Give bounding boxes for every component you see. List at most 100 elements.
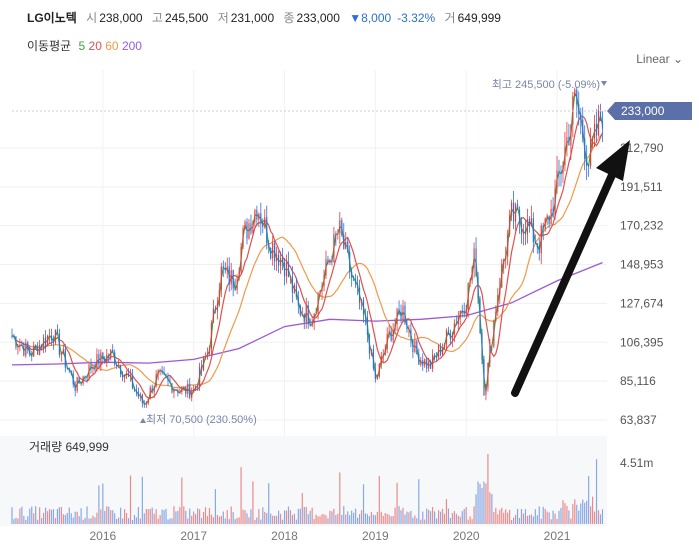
candle [516, 204, 519, 210]
volume-bar [197, 508, 199, 524]
candle [283, 262, 286, 277]
candle [159, 370, 161, 372]
ma-200[interactable]: 200 [121, 39, 142, 53]
volume-bar [404, 514, 406, 524]
candle [153, 386, 155, 393]
candle [246, 221, 248, 239]
volume-bar [424, 519, 426, 524]
volume-bar [487, 453, 489, 524]
volume-bar [68, 507, 70, 524]
candle [145, 402, 147, 405]
candle [46, 335, 49, 346]
candle [181, 387, 183, 392]
candle [112, 349, 114, 353]
candle [439, 345, 442, 355]
scale-toggle[interactable]: Linear ⌄ [636, 52, 683, 66]
ma-20[interactable]: 20 [88, 39, 102, 53]
candle [200, 366, 203, 371]
volume-bar [254, 519, 256, 524]
volume-bar [309, 510, 311, 524]
volume-bar [23, 515, 25, 524]
candle [116, 364, 118, 366]
volume-bar [41, 517, 43, 524]
volume-bar [189, 508, 191, 524]
current-price-badge [607, 102, 692, 121]
candle [31, 355, 33, 357]
candle [244, 221, 246, 229]
candle [62, 349, 64, 354]
volume-bar [520, 508, 523, 524]
candle [424, 359, 426, 366]
volume-bar [364, 513, 367, 524]
candle [479, 298, 481, 333]
volume-bar [127, 518, 130, 524]
volume-bar [601, 509, 604, 524]
candle [321, 286, 323, 292]
change-pct: -3.32% [397, 11, 436, 25]
candle [329, 259, 331, 264]
volume-bar [566, 505, 568, 524]
candle [204, 357, 207, 359]
candle [518, 209, 521, 223]
candle [228, 266, 230, 285]
candle [252, 221, 254, 233]
volume-bar [576, 504, 578, 524]
candle [574, 89, 576, 97]
volume-bar [287, 506, 290, 524]
candle [544, 218, 546, 230]
volume-bar [92, 515, 94, 524]
candle [287, 262, 290, 278]
candle [564, 147, 566, 165]
y-tick-label: 85,116 [620, 374, 656, 388]
candle [21, 344, 23, 346]
candle [536, 243, 538, 248]
volume-bar [299, 508, 301, 524]
volume-bar [355, 508, 357, 524]
candle [129, 375, 132, 377]
candle [74, 384, 76, 391]
candle [441, 348, 444, 355]
volume-bar [242, 509, 244, 524]
candle [410, 328, 412, 340]
candle [576, 89, 578, 105]
candle [591, 138, 594, 140]
candle [80, 383, 82, 385]
volume-bar [35, 506, 37, 524]
volume-bar [526, 515, 529, 524]
volume-bar [118, 517, 120, 524]
ma-60[interactable]: 60 [105, 39, 119, 53]
volume-bar [226, 509, 228, 524]
volume-bar [220, 515, 222, 524]
candle [414, 340, 416, 352]
candle [23, 345, 25, 356]
candle [242, 228, 244, 248]
volume-bar [560, 508, 562, 524]
volume-bar [46, 511, 49, 524]
volume-bar [21, 506, 23, 524]
candle [58, 333, 60, 355]
candle [161, 370, 163, 373]
candle [199, 366, 201, 387]
volume-bar [260, 519, 262, 524]
volume-bar [185, 510, 187, 524]
candle [311, 323, 313, 326]
candle [400, 311, 402, 320]
volume-bar [368, 516, 371, 524]
candle [173, 389, 175, 393]
candle [44, 337, 47, 346]
close-value: 233,000 [296, 11, 340, 25]
volume-bar [281, 519, 284, 524]
volume-bar [479, 483, 481, 524]
candle [319, 291, 321, 294]
candle [503, 259, 505, 264]
ma-5[interactable]: 5 [78, 39, 86, 53]
candle [191, 392, 193, 398]
volume-bar [114, 513, 116, 524]
candle [353, 277, 355, 280]
x-tick-label: 2018 [271, 529, 298, 543]
volume-bar [135, 517, 138, 524]
volume-bar [264, 511, 266, 524]
candle [471, 267, 473, 281]
candle [281, 257, 284, 263]
